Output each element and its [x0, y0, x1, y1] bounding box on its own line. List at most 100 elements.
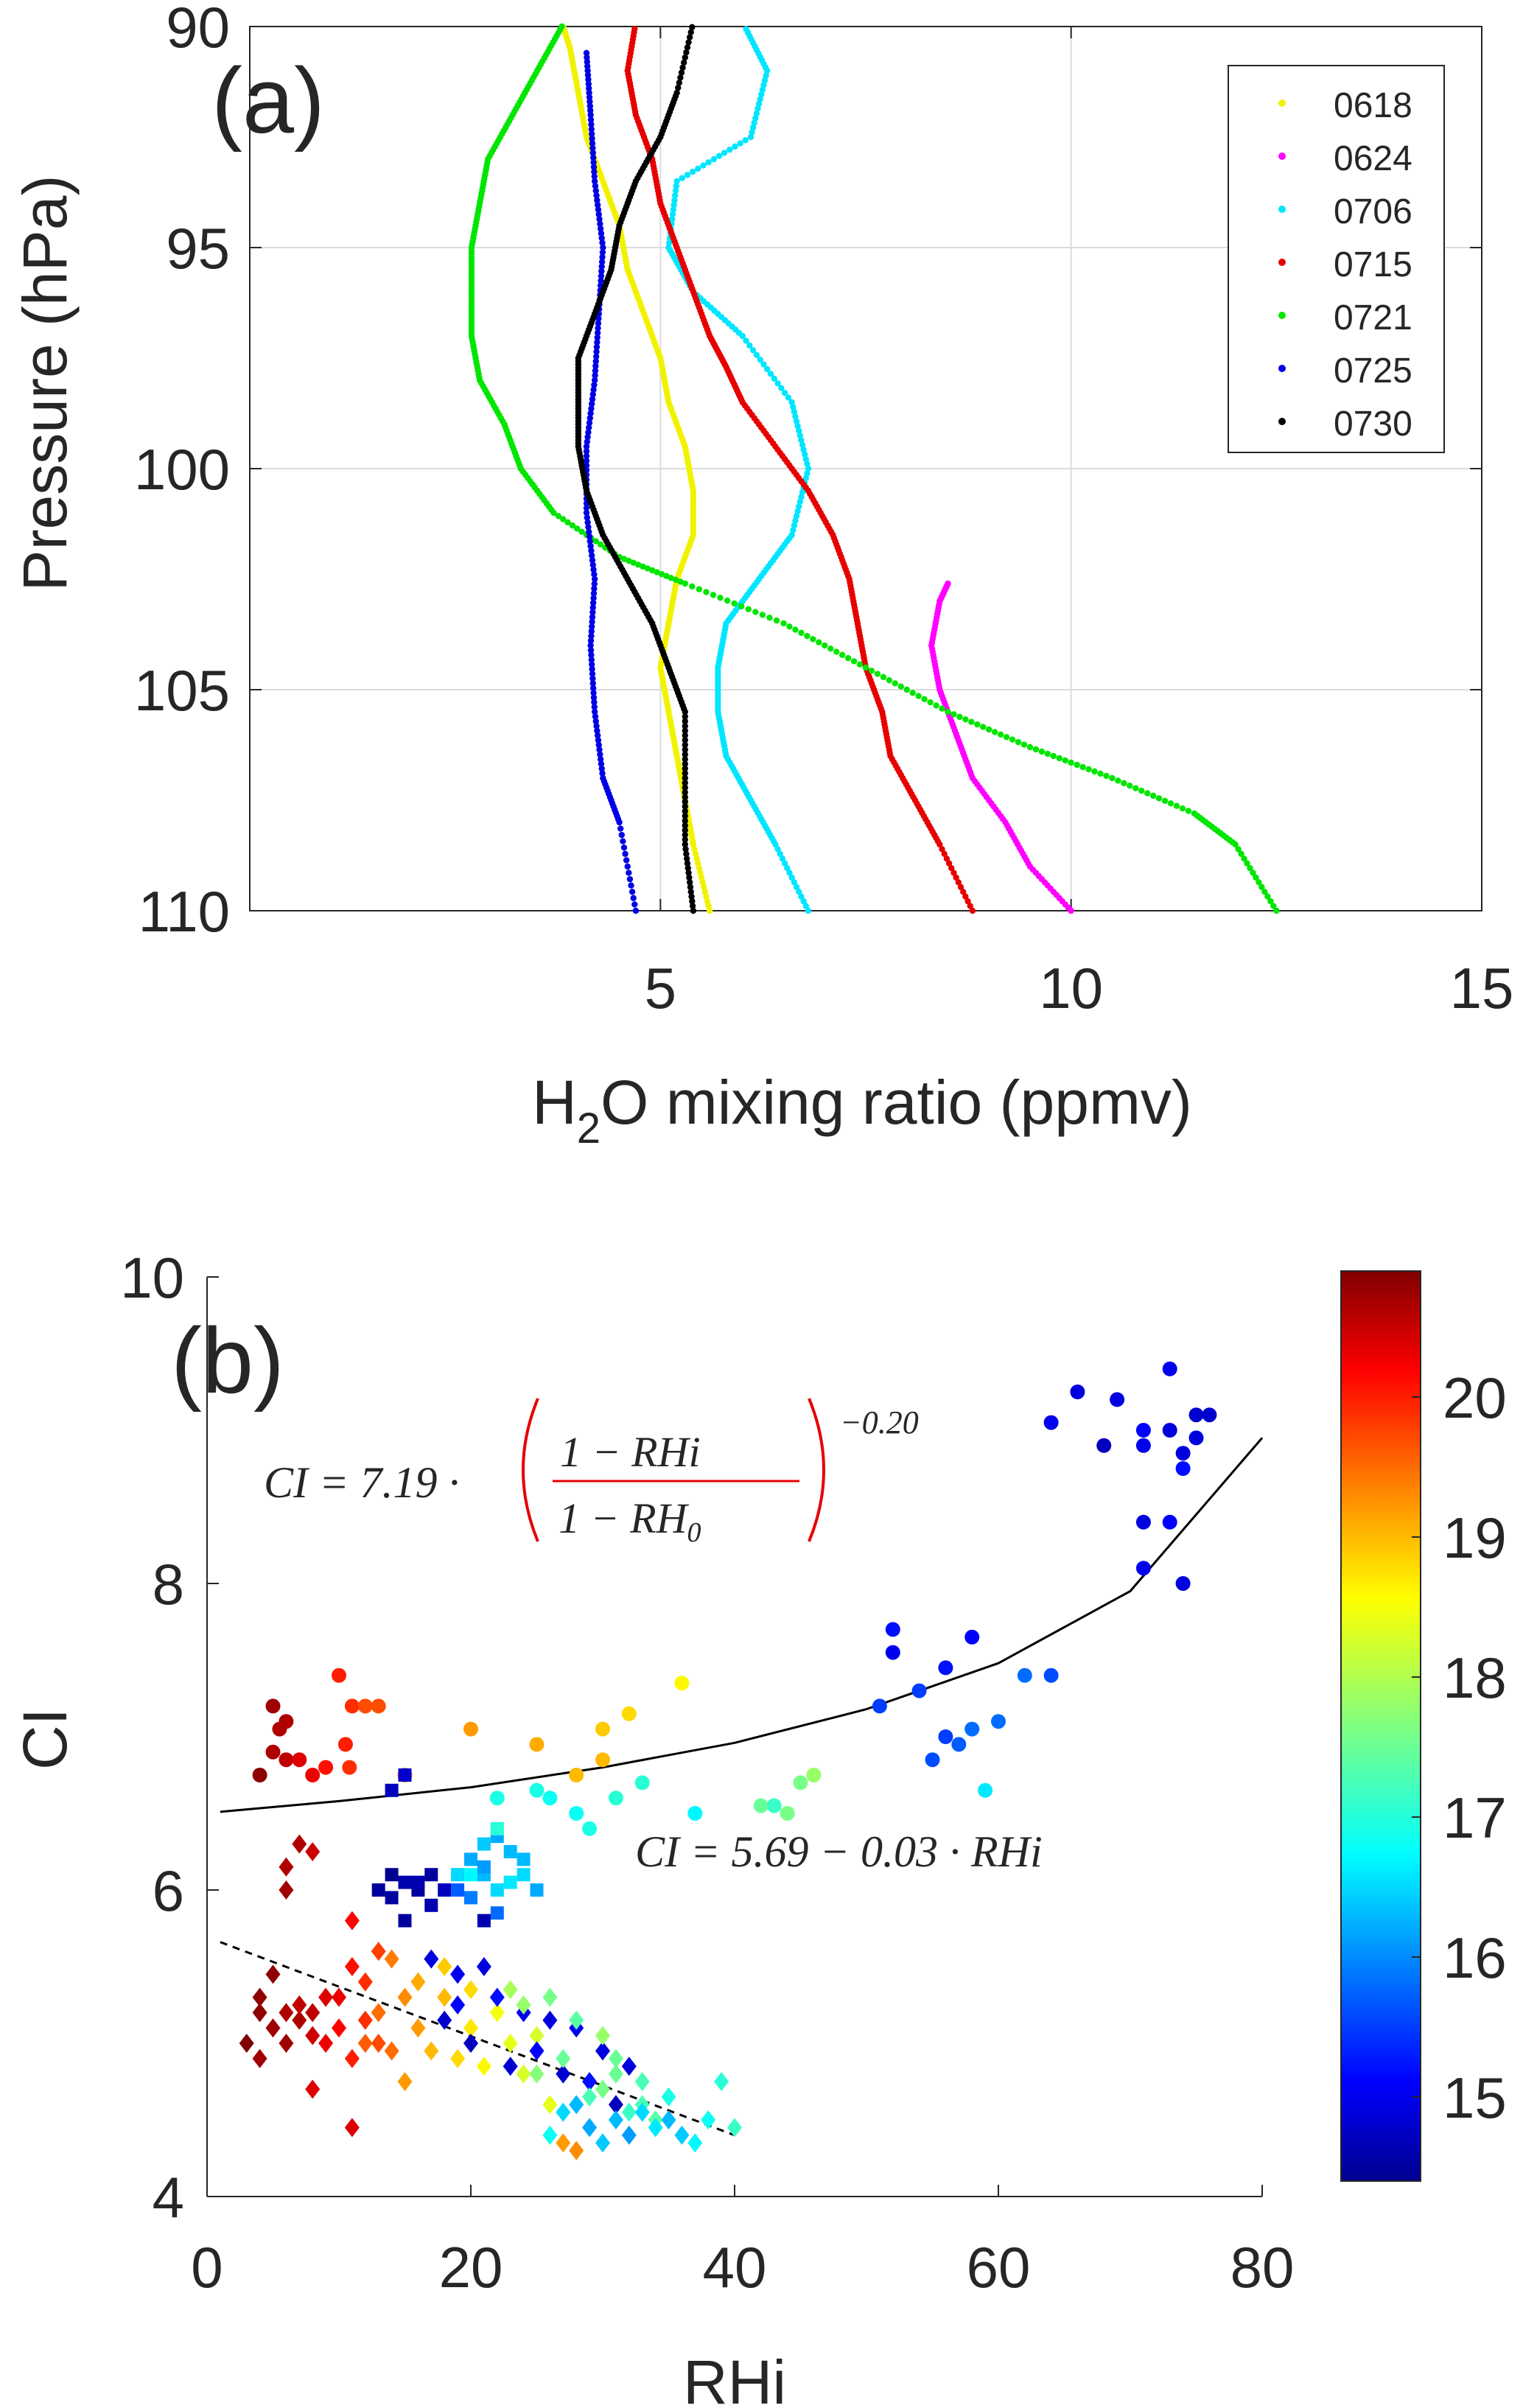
series-0725-point	[583, 509, 590, 517]
series-0721-point	[933, 702, 939, 709]
diamond-marker	[503, 1980, 518, 2000]
panel-b-ytick-label: 10	[120, 1245, 184, 1310]
panel-b-fit-lines	[220, 1437, 1264, 2137]
series-0721-point	[1167, 800, 1174, 807]
series-0706-point	[798, 437, 805, 444]
diamond-marker	[265, 1964, 281, 1984]
diamond-marker	[595, 2133, 610, 2153]
series-0624	[928, 580, 1074, 914]
series-0706-point	[715, 153, 723, 159]
series-0730-point	[682, 54, 688, 61]
series-0721-point	[1253, 874, 1259, 881]
circle-marker	[780, 1806, 795, 1821]
series-0721-point	[1258, 883, 1265, 891]
series-0725-point	[589, 391, 596, 398]
series-0721-point	[658, 570, 665, 578]
series-0730-point	[682, 841, 688, 848]
series-0725-point	[585, 85, 592, 92]
series-0725-point	[618, 831, 625, 839]
series-0730-point	[682, 751, 688, 758]
series-0706-point	[784, 864, 791, 872]
series-0721-point	[648, 567, 656, 574]
panel-b-ytick-label: 8	[153, 1552, 184, 1617]
series-0725-point	[598, 277, 604, 284]
series-0725-point	[595, 315, 602, 322]
series-0721-point	[1115, 777, 1121, 784]
square-marker	[517, 1852, 531, 1866]
series-0715-point	[959, 889, 967, 895]
series-0721-point	[1085, 766, 1092, 773]
series-0730-point	[682, 746, 688, 753]
series-0725-point	[589, 396, 596, 402]
series-0730-point	[687, 889, 694, 895]
series-0721-point	[745, 606, 752, 612]
series-0706-point	[673, 183, 680, 189]
series-0725-point	[594, 197, 601, 203]
series-0725-point	[584, 438, 591, 445]
series-0730-point	[688, 893, 695, 900]
circle-marker	[951, 1737, 967, 1752]
diamond-marker	[621, 2057, 637, 2076]
series-0706-point	[796, 503, 802, 510]
diamond-marker	[437, 1957, 452, 1976]
series-0706-point	[732, 143, 738, 150]
fit-equation-linear: CI = 5.69 − 0.03 · RHi	[635, 1827, 1043, 1876]
diamond-marker	[450, 1995, 466, 2015]
series-0721-point	[850, 658, 858, 665]
series-0730-point	[682, 770, 688, 777]
diamond-marker	[279, 2003, 294, 2023]
series-0721-point	[752, 609, 759, 615]
series-0725-point	[586, 94, 593, 101]
series-0721-point	[592, 538, 599, 545]
series-0725-point	[590, 164, 598, 170]
circle-marker	[252, 1768, 267, 1782]
diamond-marker	[424, 2041, 439, 2061]
circle-marker	[911, 1683, 927, 1698]
series-0706-point	[695, 165, 701, 172]
series-0725-point	[592, 713, 599, 720]
diamond-marker	[714, 2072, 729, 2091]
diamond-marker	[621, 2102, 637, 2122]
series-0725-point	[589, 680, 596, 687]
series-0725-point	[591, 178, 598, 185]
series-0725-point	[591, 173, 598, 180]
series-0725-point	[592, 183, 599, 189]
diamond-marker	[292, 2010, 307, 2030]
circle-marker	[1162, 1423, 1177, 1438]
diamond-marker	[529, 2026, 545, 2045]
square-marker	[530, 1883, 544, 1897]
circle-marker	[265, 1698, 281, 1714]
circle-marker	[1162, 1361, 1177, 1376]
series-0706-point	[672, 187, 679, 195]
series-0725-point	[583, 443, 590, 450]
series-0725-point	[595, 320, 602, 327]
series-0721-point	[731, 600, 738, 607]
panel-a: 5 10 15 90 95 100 105 110 (a) Pressure (hPa) H2…	[10, 0, 1513, 1152]
circle-marker	[1135, 1423, 1151, 1438]
series-0725-point	[589, 671, 596, 677]
series-0721-point	[833, 648, 840, 655]
square-marker	[385, 1868, 399, 1882]
series-0725-point	[620, 844, 628, 851]
diamond-marker	[595, 2079, 610, 2099]
series-0715-point	[943, 855, 950, 862]
square-marker	[477, 1860, 491, 1874]
diamond-marker	[463, 2034, 478, 2053]
series-0730-point	[682, 765, 688, 772]
series-0721-point	[838, 651, 846, 659]
series-0721-point	[773, 617, 780, 624]
diamond-marker	[542, 2095, 558, 2115]
circle-marker	[687, 1806, 703, 1821]
diamond-marker	[661, 2087, 676, 2107]
circle-marker	[1096, 1438, 1112, 1453]
colorbar-tick-label: 15	[1443, 2065, 1507, 2130]
panel-a-xlabel-sub: 2	[577, 1105, 601, 1152]
diamond-marker	[516, 1995, 531, 2015]
series-0721-point	[578, 528, 585, 535]
circle-marker	[766, 1798, 782, 1813]
series-0721-point	[710, 592, 717, 598]
series-0730-point	[686, 879, 693, 886]
series-0715-point	[955, 879, 962, 886]
diamond-marker	[569, 2095, 584, 2115]
series-0725-point	[590, 159, 597, 166]
